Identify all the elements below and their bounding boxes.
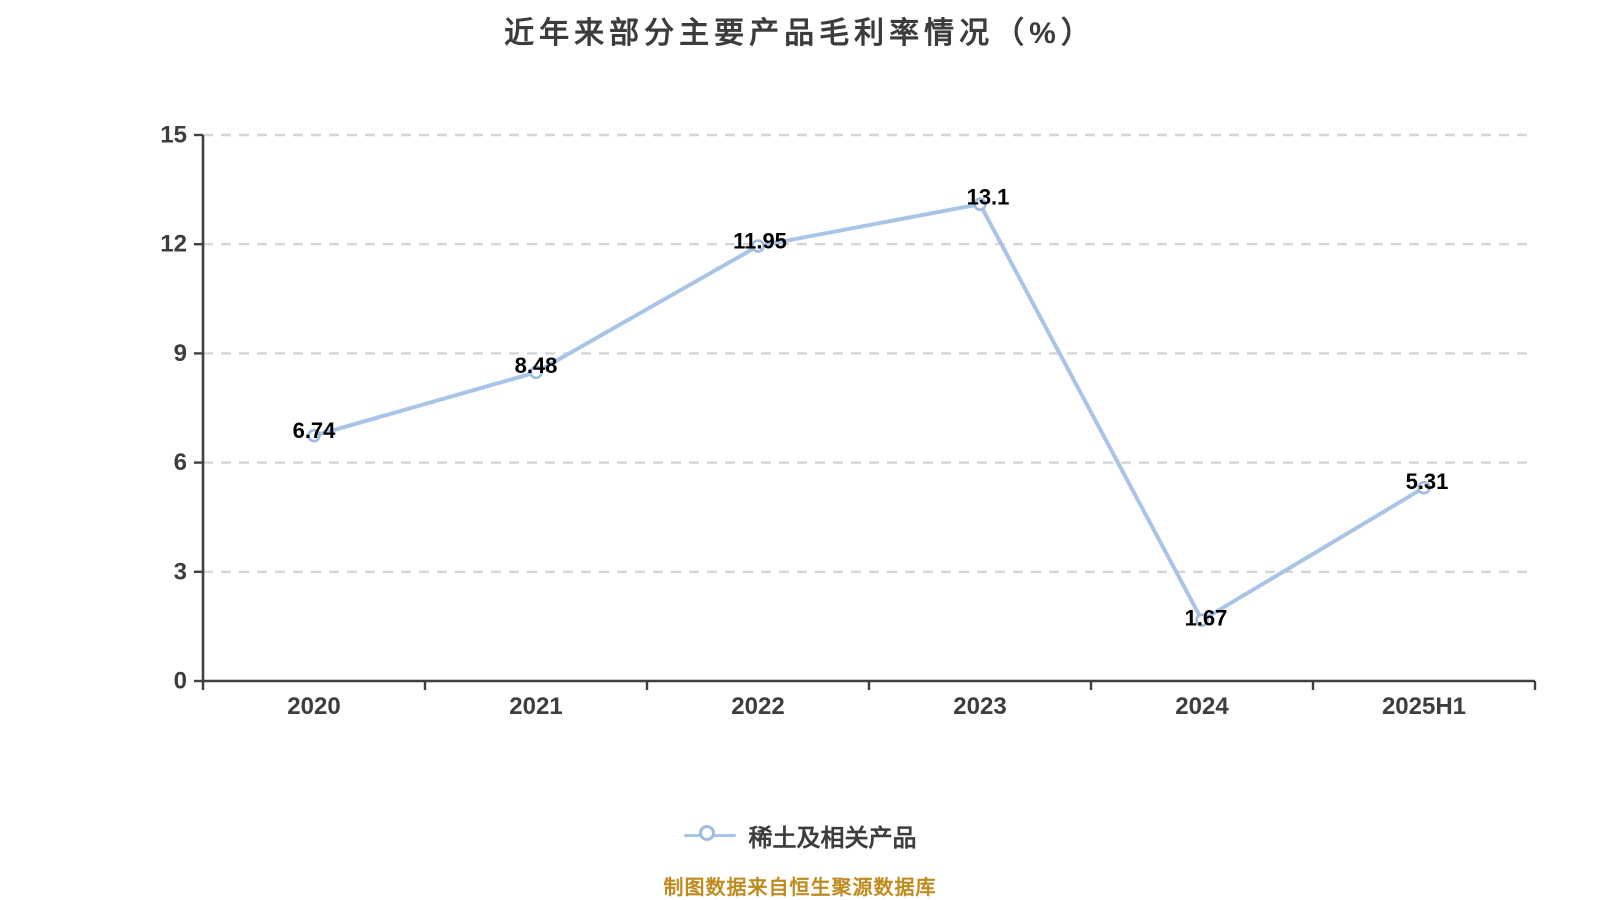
data-label-2024: 1.67 — [1185, 606, 1228, 631]
y-tick-label-0: 0 — [174, 668, 187, 695]
x-tick-label-2021: 2021 — [509, 693, 562, 720]
x-tick-label-2023: 2023 — [953, 693, 1006, 720]
data-point-2021[interactable] — [529, 365, 543, 380]
y-tick-label-6: 6 — [174, 449, 187, 476]
data-label-2023: 13.1 — [967, 185, 1010, 210]
legend-series-label[interactable]: 稀土及相关产品 — [748, 825, 917, 852]
x-tick-label-2022: 2022 — [731, 693, 784, 720]
data-label-2025H1: 5.31 — [1406, 469, 1449, 494]
legend: 稀土及相关产品 — [0, 818, 1600, 853]
data-label-2020: 6.74 — [293, 418, 337, 443]
series-line — [312, 202, 1426, 623]
data-point-2024[interactable] — [1195, 613, 1209, 628]
x-tick-label-2024: 2024 — [1175, 693, 1229, 720]
y-tick-label-9: 9 — [174, 340, 187, 367]
data-label-2022: 11.95 — [733, 229, 787, 254]
x-tick-label-2020: 2020 — [287, 693, 340, 720]
y-tick-label-3: 3 — [174, 558, 187, 585]
data-point-2020[interactable] — [307, 428, 321, 443]
y-tick-label-12: 12 — [160, 231, 187, 258]
chart-title: 近年来部分主要产品毛利率情况（%） — [504, 17, 1096, 50]
data-source-note: 制图数据来自恒生聚源数据库 — [663, 877, 937, 899]
legend-circle-icon — [698, 824, 715, 841]
data-point-2023[interactable] — [973, 197, 987, 211]
data-label-2021: 8.48 — [515, 353, 558, 378]
data-point-2022[interactable] — [751, 239, 765, 253]
y-tick-label-15: 15 — [160, 122, 187, 149]
legend-marker-icon[interactable] — [683, 824, 736, 847]
x-tick-label-2025H1: 2025H1 — [1382, 693, 1466, 720]
data-point-2025H1[interactable] — [1417, 480, 1431, 495]
